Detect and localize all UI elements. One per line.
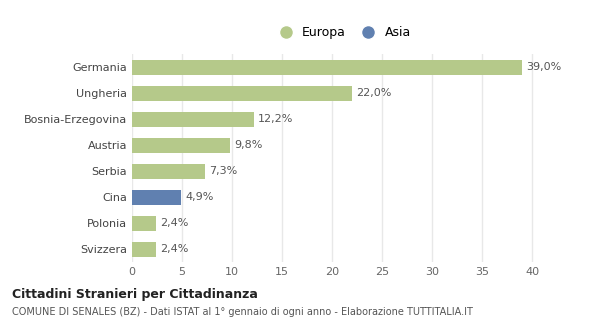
Text: Cittadini Stranieri per Cittadinanza: Cittadini Stranieri per Cittadinanza [12,288,258,301]
Bar [132,216,156,231]
Bar [132,60,522,75]
Text: 2,4%: 2,4% [160,218,188,228]
Text: 7,3%: 7,3% [209,166,237,176]
Bar [132,242,156,257]
Text: 2,4%: 2,4% [160,244,188,254]
Bar [132,138,230,153]
Text: 9,8%: 9,8% [234,140,262,150]
Legend: Europa, Asia: Europa, Asia [268,21,416,44]
Text: 22,0%: 22,0% [356,88,391,98]
Bar [132,189,181,205]
Text: 4,9%: 4,9% [185,192,214,203]
Bar [132,112,254,127]
Bar [132,164,205,179]
Bar [132,85,352,101]
Text: 39,0%: 39,0% [526,62,561,72]
Text: 12,2%: 12,2% [258,114,293,124]
Text: COMUNE DI SENALES (BZ) - Dati ISTAT al 1° gennaio di ogni anno - Elaborazione TU: COMUNE DI SENALES (BZ) - Dati ISTAT al 1… [12,307,473,317]
